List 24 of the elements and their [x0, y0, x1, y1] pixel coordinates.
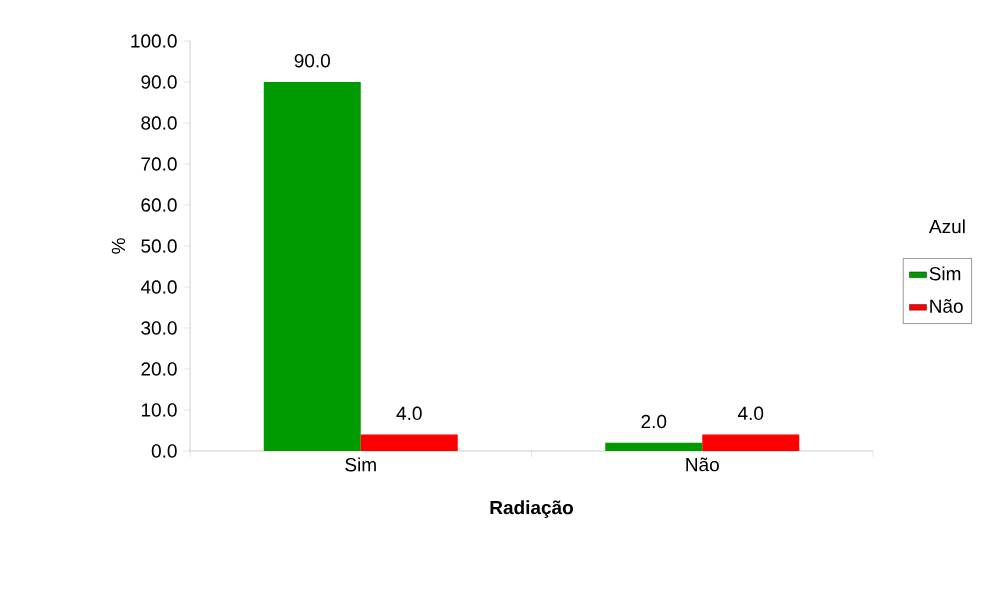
bar: [360, 434, 458, 451]
y-tick-label: 60.0: [141, 198, 177, 212]
y-axis-title: %: [111, 238, 126, 254]
y-tick-label: 0.0: [151, 444, 177, 458]
legend-label: Não: [930, 299, 963, 313]
bar: [605, 442, 703, 451]
y-tick-label: 40.0: [140, 280, 177, 294]
data-label: 4.0: [396, 406, 422, 421]
bar: [702, 434, 800, 451]
y-tick-label: 80.0: [141, 116, 177, 130]
data-label: 4.0: [737, 406, 764, 421]
y-tick-label: 90.0: [141, 75, 177, 89]
bar: [263, 81, 361, 451]
y-tick-label: 10.0: [141, 403, 177, 417]
y-tick-label: 70.0: [141, 157, 177, 171]
data-label: 2.0: [641, 414, 667, 429]
y-tick-label: 30.0: [141, 321, 177, 335]
legend-title: Azul: [928, 219, 965, 234]
y-tick-label: 50.0: [141, 239, 177, 253]
x-axis-title: Radiação: [490, 500, 573, 519]
y-tick-label: 20.0: [141, 362, 177, 376]
data-label: 90.0: [294, 54, 330, 68]
y-tick-label: 100.0: [131, 34, 177, 48]
legend-label: Sim: [929, 266, 961, 281]
